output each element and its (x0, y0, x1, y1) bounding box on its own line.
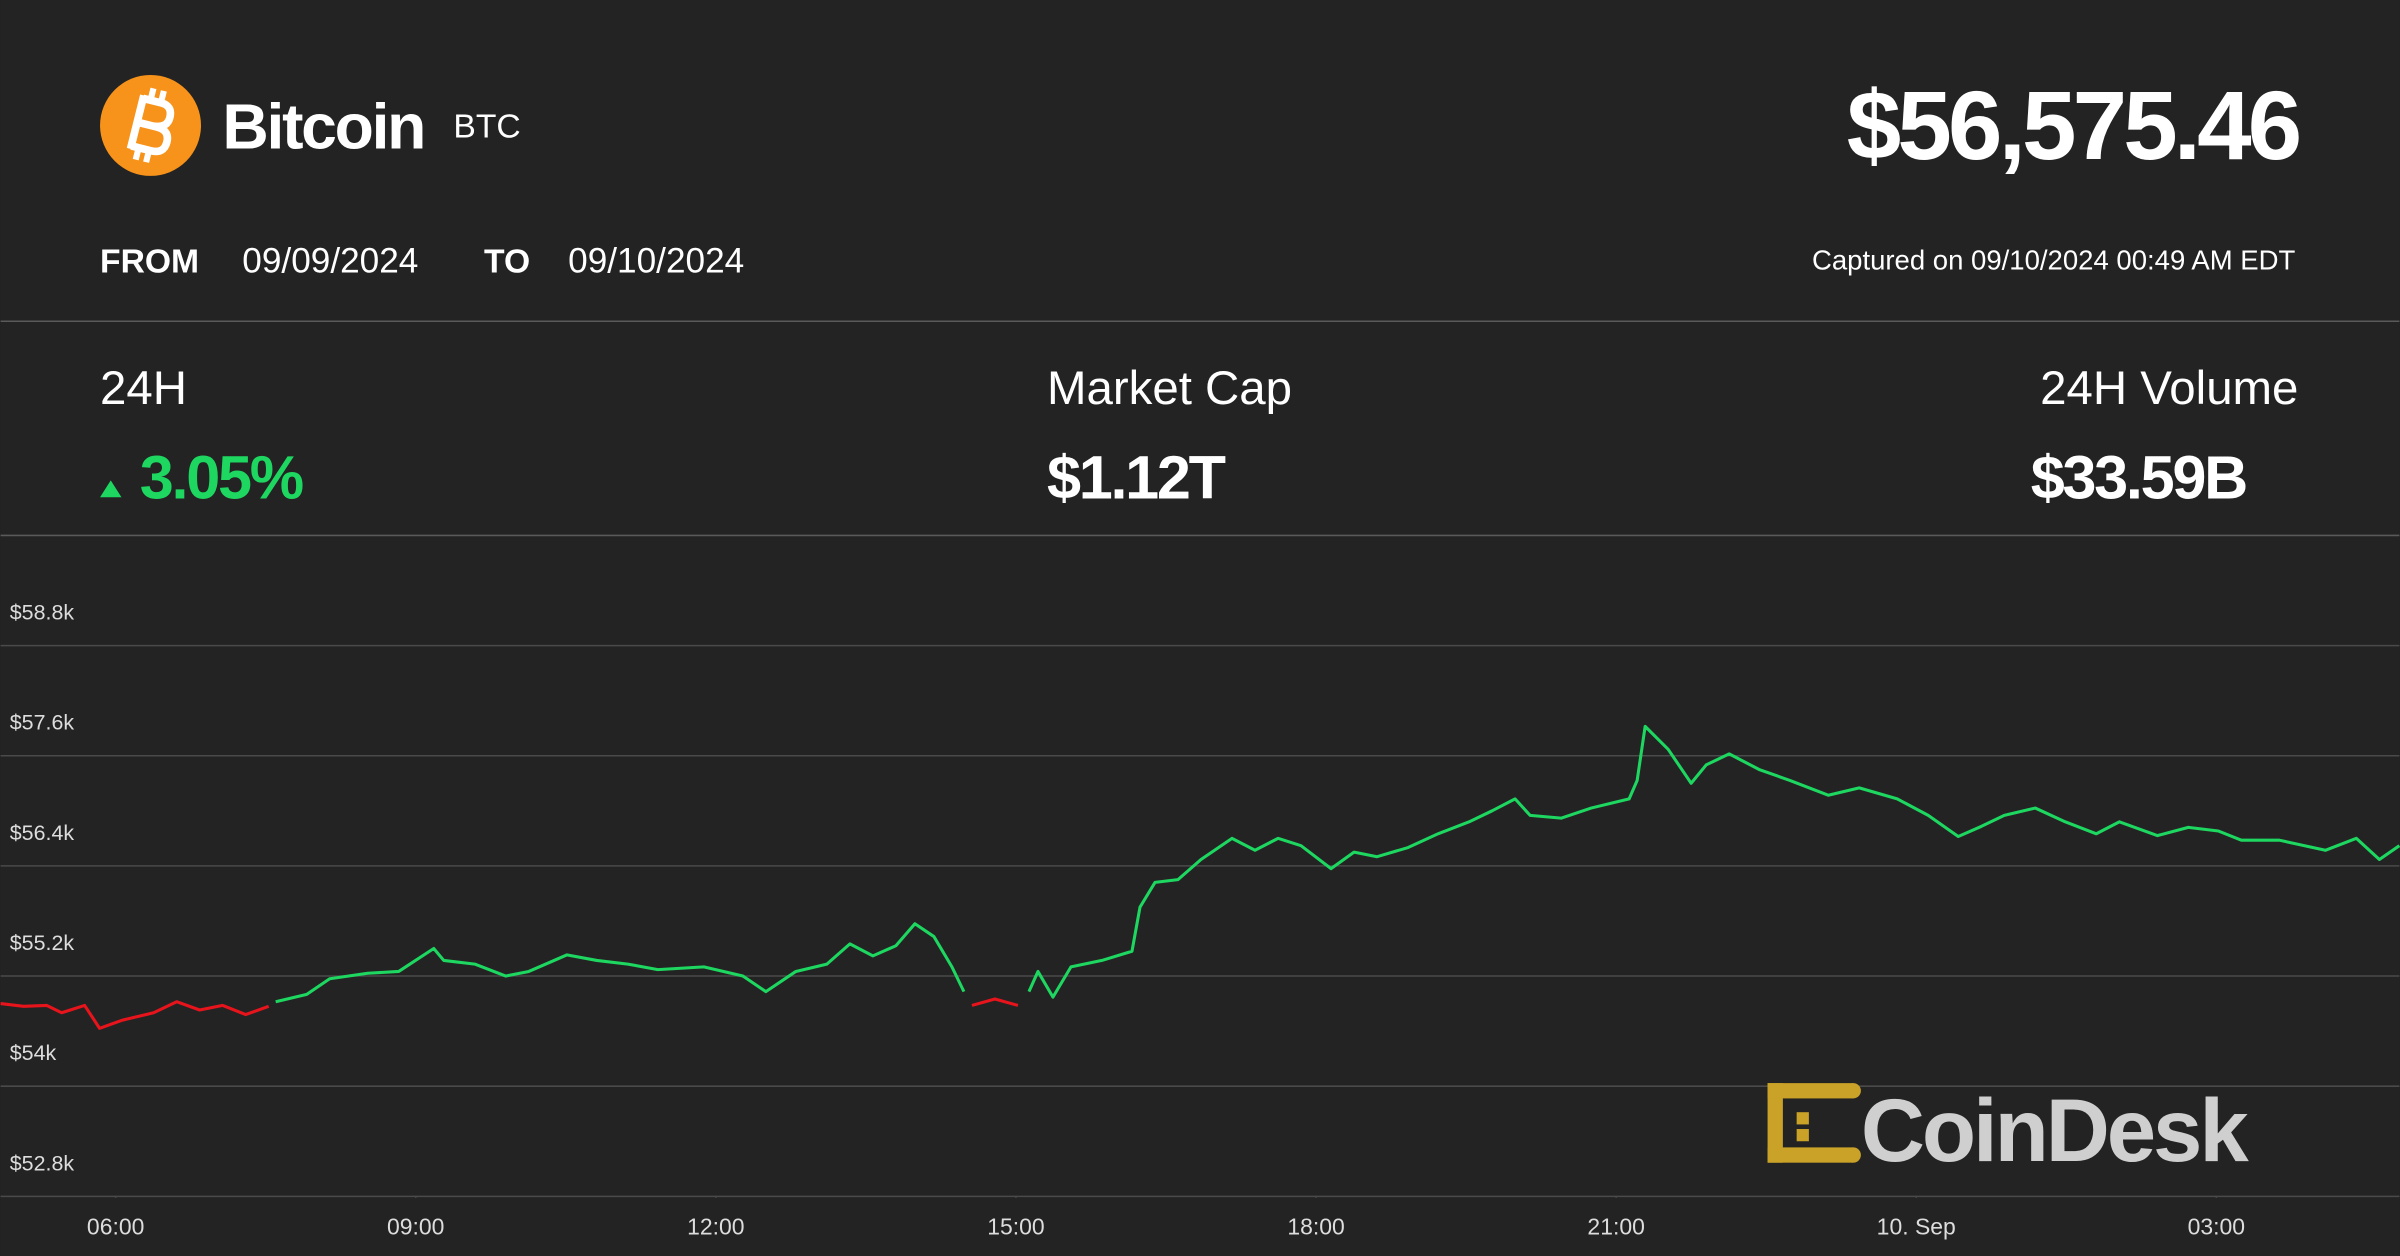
y-tick-label: $57.6k (10, 711, 75, 735)
x-tick-label: 03:00 (2188, 1214, 2245, 1240)
coin-name: Bitcoin (222, 90, 424, 162)
price: $56,575.46 (1847, 70, 2299, 180)
x-tick-label: 21:00 (1587, 1214, 1644, 1240)
chart: $52.8k $54k $55.2k $56.4k $57.6k $58.8k 06:00 0… (0, 601, 2400, 1240)
price-line (0, 997, 1019, 1030)
y-tick-label: $54k (10, 1041, 57, 1065)
x-tick-label: 09:00 (387, 1214, 444, 1240)
from-label: FROM (100, 243, 199, 280)
coin-symbol: BTC (453, 109, 520, 146)
coindesk-logo (1767, 1083, 1861, 1163)
from-date: 09/09/2024 (242, 241, 418, 280)
stat-label: 24H Volume (2040, 362, 2298, 415)
stat-value: 3.05% (140, 444, 303, 512)
stat-label: Market Cap (1047, 362, 1292, 415)
watermark: CoinDesk (1861, 1081, 2249, 1180)
y-tick-label: $58.8k (10, 601, 75, 625)
x-tick-label: 15:00 (987, 1214, 1044, 1240)
to-date: 09/10/2024 (568, 241, 744, 280)
stat-value: $33.59B (2031, 444, 2246, 512)
stat-label: 24H (100, 362, 187, 415)
y-tick-label: $55.2k (10, 931, 75, 955)
x-tick-label: 06:00 (87, 1214, 144, 1240)
x-tick-label: 18:00 (1287, 1214, 1344, 1240)
bitcoin-logo (100, 74, 202, 176)
up-arrow (100, 480, 122, 498)
y-tick-label: $56.4k (10, 821, 75, 845)
x-tick-label: 12:00 (687, 1214, 744, 1240)
captured-time: Captured on 09/10/2024 00:49 AM EDT (1812, 244, 2296, 275)
to-label: TO (484, 243, 530, 280)
y-tick-label: $52.8k (10, 1151, 75, 1175)
price-line (275, 724, 2400, 1004)
stat-value: $1.12T (1047, 444, 1226, 512)
x-tick-label: 10. Sep (1877, 1214, 1956, 1240)
